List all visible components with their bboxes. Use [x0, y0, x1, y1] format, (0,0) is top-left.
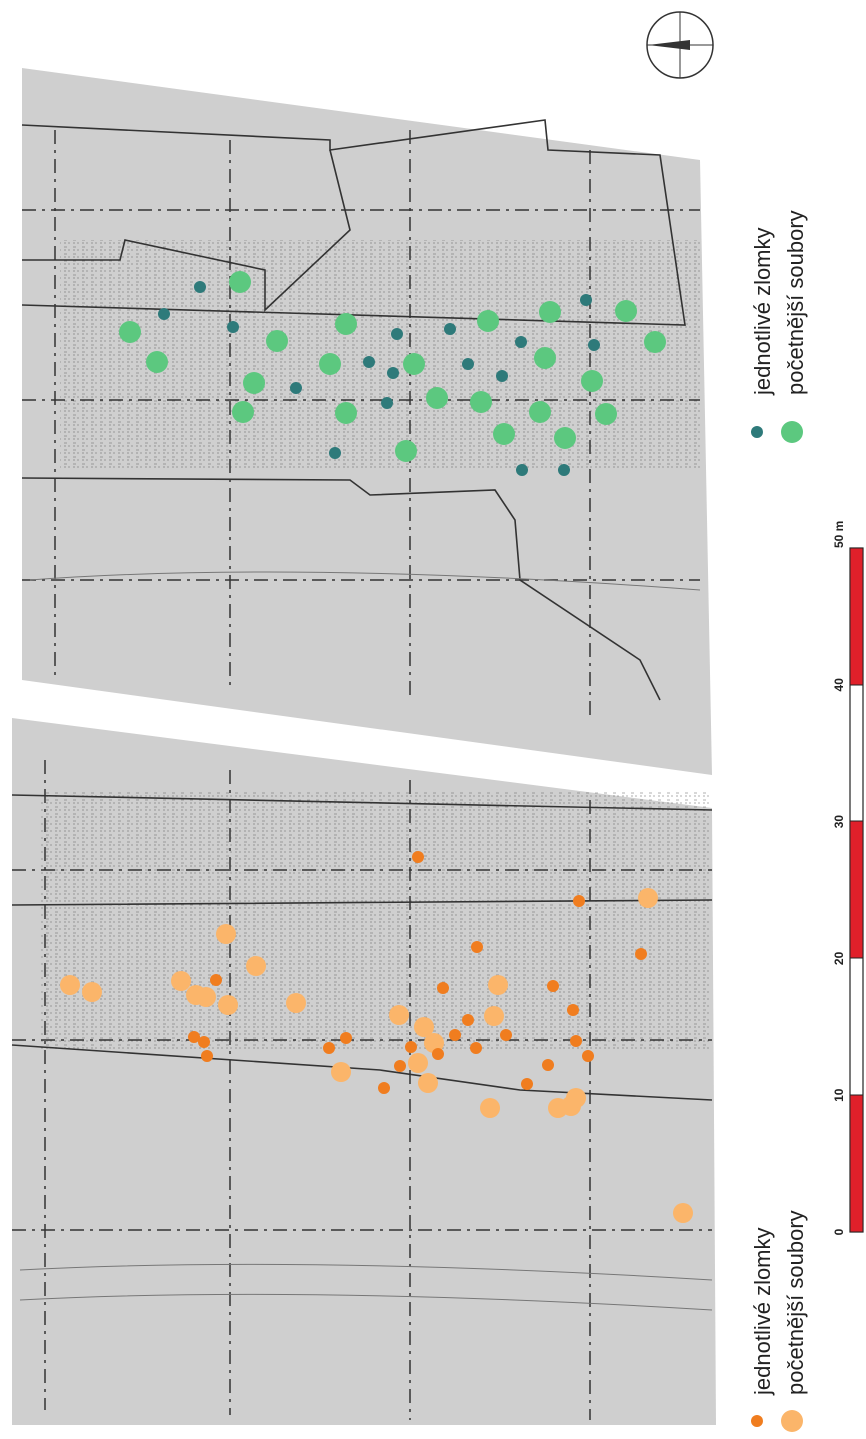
legend-label: jednotlivé zlomky	[750, 1227, 775, 1396]
small-find	[188, 851, 647, 1094]
scale-bar: 0 10 20 30 40 50 m	[832, 521, 864, 1235]
legend-symbol	[751, 426, 763, 438]
scale-label: 30	[832, 815, 846, 829]
bottom-map	[11, 718, 716, 1425]
legend: jednotlivé zlomky početnější soubory	[750, 1210, 808, 1432]
legend: jednotlivé zlomky početnější soubory	[750, 210, 808, 443]
boundary	[21, 477, 661, 701]
scale-label: 20	[832, 951, 846, 965]
grid-line	[54, 130, 591, 720]
large-find	[119, 271, 666, 462]
scale-label: 10	[832, 1088, 846, 1102]
legend-label: početnější soubory	[783, 210, 808, 395]
scale-segment	[849, 820, 864, 959]
boundary	[11, 794, 713, 1101]
legend-symbol	[781, 421, 803, 443]
features	[60, 240, 700, 470]
scale-segment	[849, 547, 864, 686]
legend-label: početnější soubory	[783, 1210, 808, 1395]
road	[29, 571, 701, 591]
legend-symbol	[781, 1410, 803, 1432]
large-find	[60, 888, 693, 1223]
grid-line	[12, 869, 712, 1231]
legend-label: jednotlivé zlomky	[750, 227, 775, 396]
grid-line	[22, 209, 700, 581]
grid-line	[44, 760, 591, 1420]
features	[40, 790, 710, 1050]
road	[19, 1263, 713, 1311]
north-arrow	[646, 11, 714, 79]
scale-label: 40	[832, 678, 846, 692]
boundary	[21, 119, 686, 326]
small-find	[158, 281, 600, 476]
top-map	[21, 68, 712, 775]
scale-label: 0	[832, 1228, 846, 1235]
scale-segment	[849, 1094, 864, 1233]
legend-symbol	[751, 1415, 763, 1427]
scale-label: 50 m	[832, 521, 846, 548]
boundary	[22, 149, 351, 312]
